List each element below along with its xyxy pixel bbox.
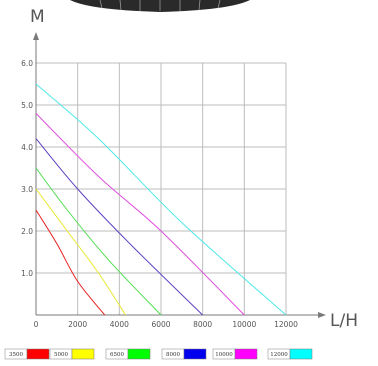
x-tick-label: 2000 [68, 320, 87, 329]
x-axis-arrow [318, 312, 326, 318]
x-tick-label: 10000 [232, 320, 256, 329]
series-line-8000 [35, 138, 204, 316]
legend-swatch-5000 [71, 348, 95, 360]
x-tick-label: 4000 [110, 320, 129, 329]
legend-swatch-3500 [26, 348, 50, 360]
x-tick-label: 8000 [193, 320, 212, 329]
legend-label: 12000 [270, 352, 288, 358]
legend-swatch-6500 [127, 348, 151, 360]
y-axis-arrow [33, 32, 39, 40]
series-line-5000 [35, 188, 127, 316]
y-tick-label: 6.0 [21, 59, 33, 68]
legend-label: 6500 [110, 352, 124, 358]
x-tick-label: 12000 [274, 320, 298, 329]
x-tick-label: 0 [34, 320, 39, 329]
y-tick-label: 5.0 [21, 101, 33, 110]
grid [36, 62, 287, 315]
legend-label: 3500 [9, 352, 23, 358]
device-ribs [99, 0, 221, 11]
series-line-12000 [35, 83, 287, 316]
x-tick-label: 6000 [151, 320, 170, 329]
series-line-10000 [35, 113, 245, 316]
legend-swatch-8000 [183, 348, 207, 360]
x-axis-label: L/H [330, 311, 358, 331]
tick-labels: 0 2000 4000 6000 8000 10000 12000 1.0 2.0 3.0 4.0 5… [21, 59, 298, 329]
device-image [70, 0, 250, 12]
legend-label: 5000 [54, 352, 68, 358]
legend-swatch-12000 [289, 348, 313, 360]
y-tick-label: 2.0 [21, 227, 33, 236]
legend: 3500 5000 6500 8000 10000 12000 [4, 348, 313, 360]
axes [33, 32, 326, 318]
series-line-3500 [35, 209, 106, 316]
legend-swatch-10000 [234, 348, 258, 360]
series-lines [35, 83, 287, 316]
y-tick-label: 3.0 [21, 185, 33, 194]
legend-label: 8000 [166, 352, 180, 358]
y-tick-label: 4.0 [21, 143, 33, 152]
series-line-6500 [35, 167, 162, 316]
y-tick-label: 1.0 [21, 269, 33, 278]
legend-label: 10000 [215, 352, 233, 358]
y-axis-label: M [30, 7, 45, 27]
